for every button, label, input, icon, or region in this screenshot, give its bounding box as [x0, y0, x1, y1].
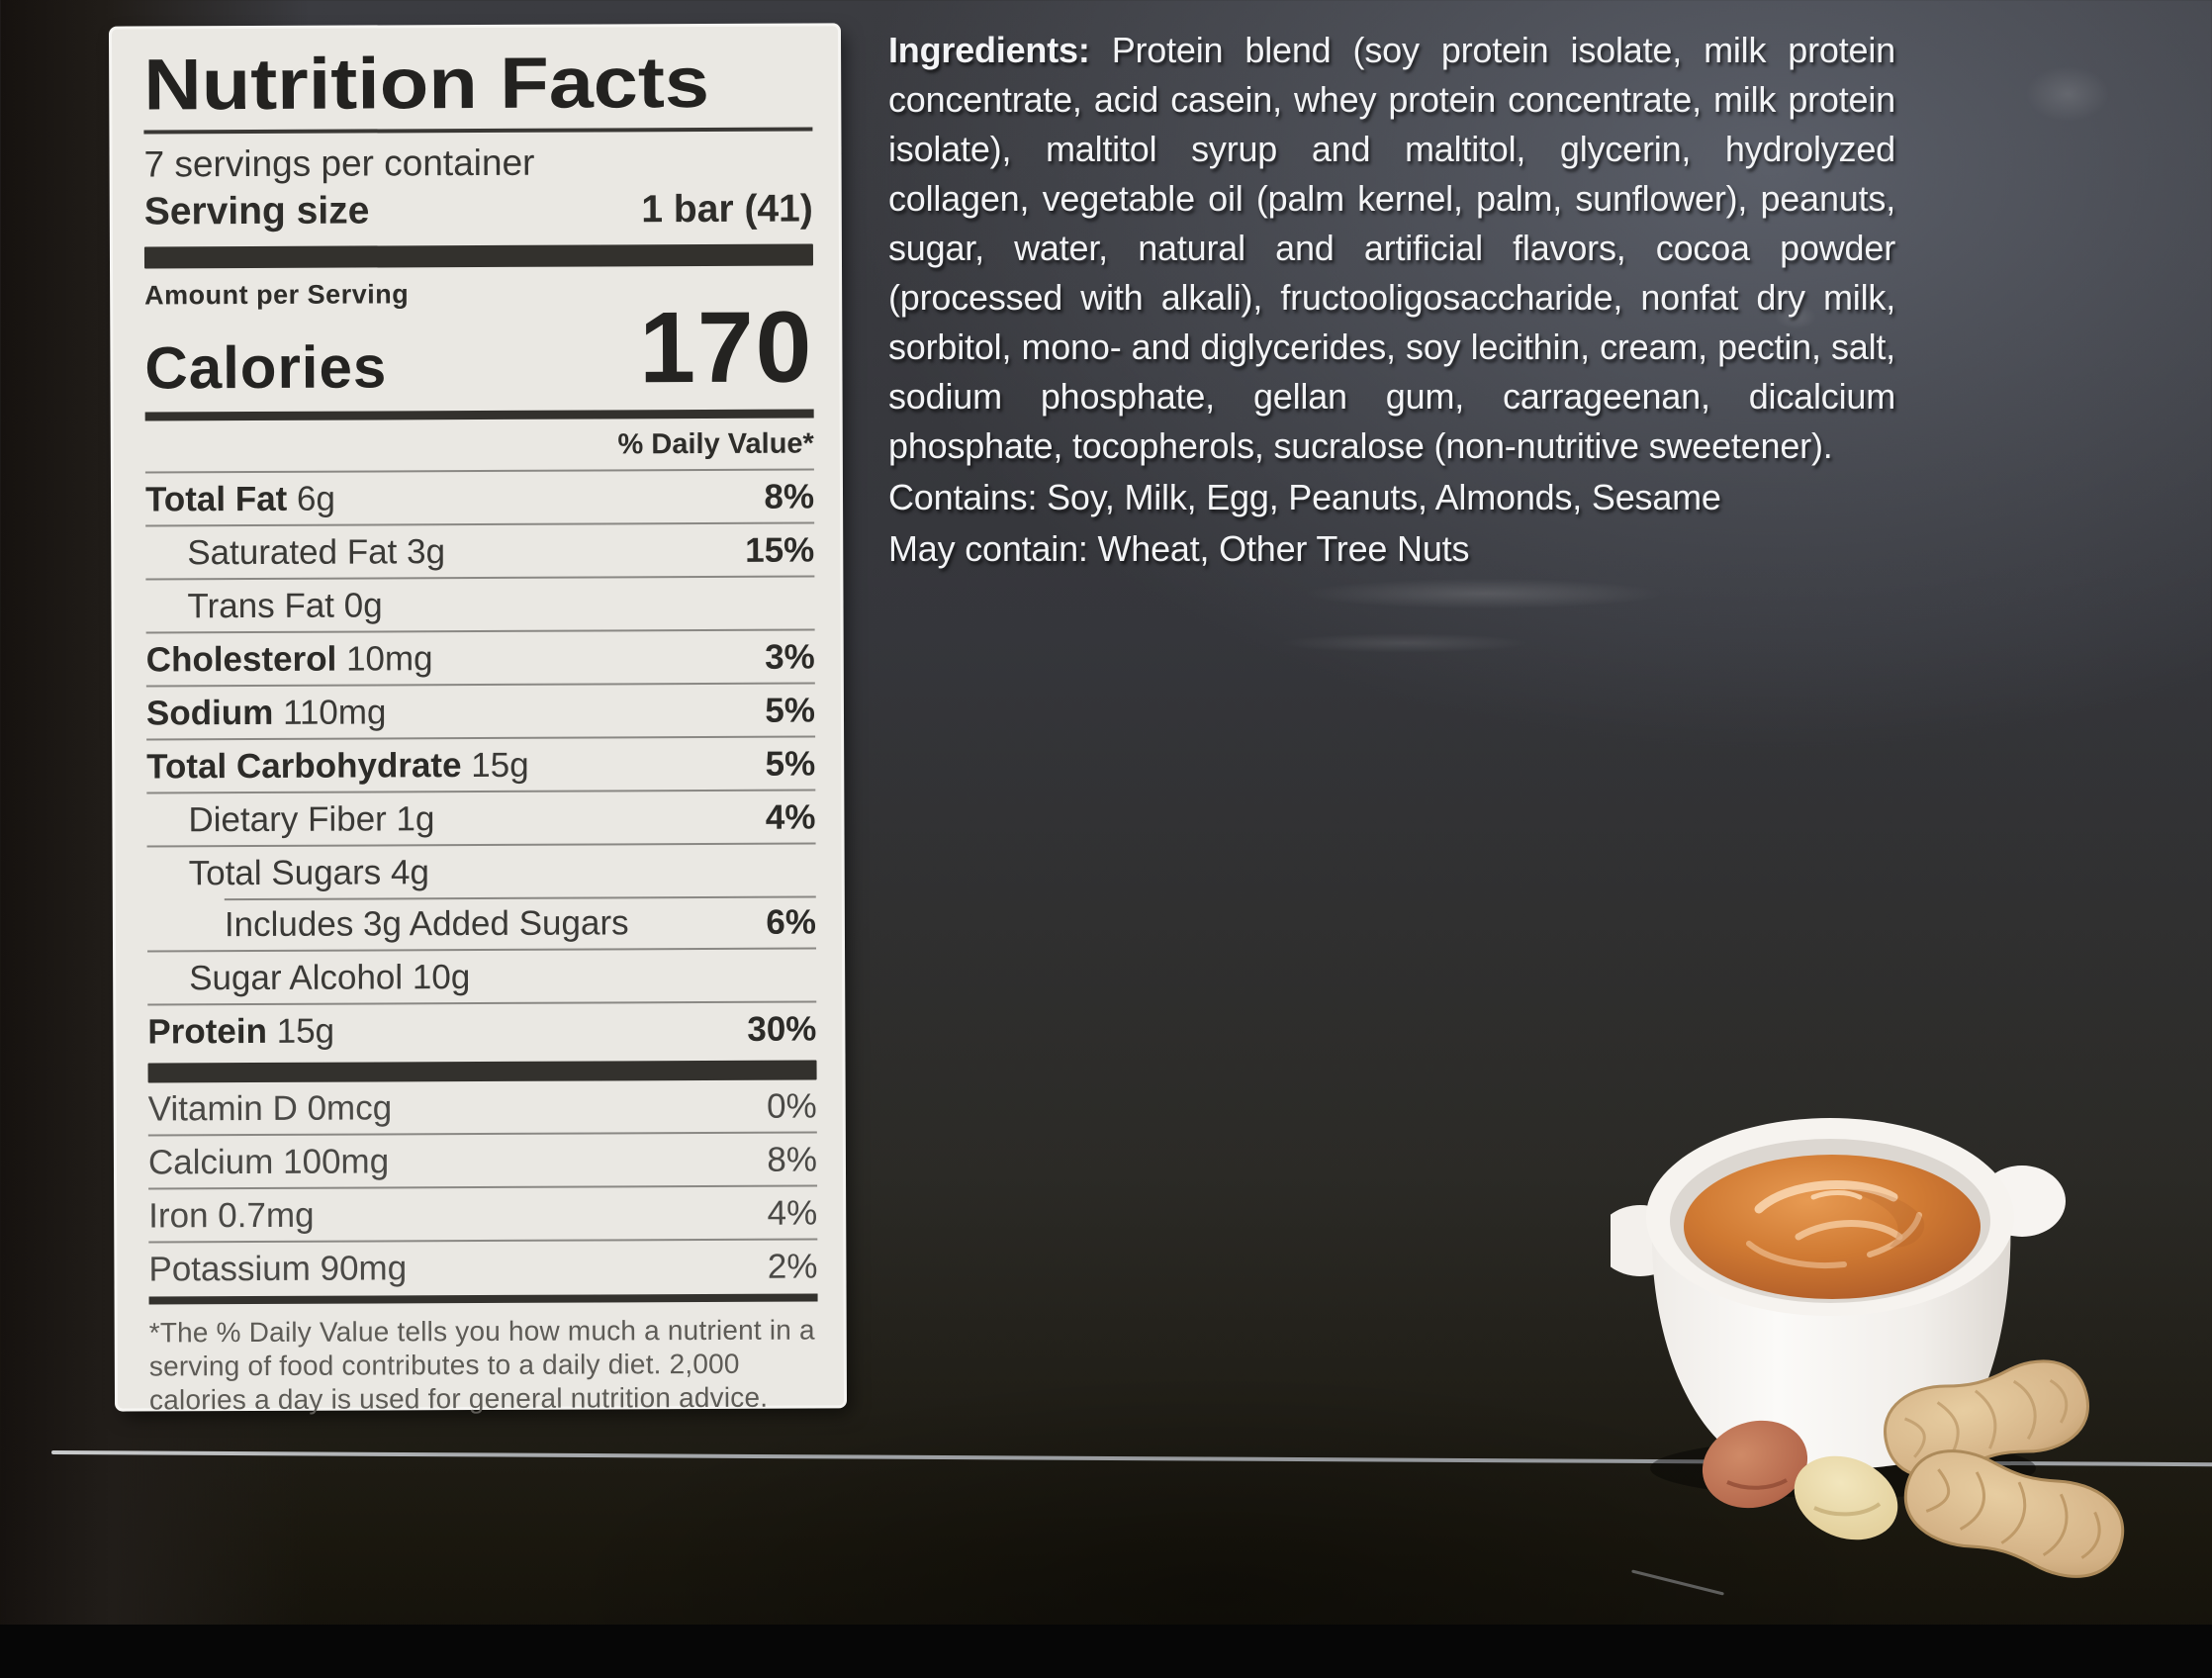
contains-statement: Contains: Soy, Milk, Egg, Peanuts, Almon…	[888, 477, 1721, 517]
nutrient-dv: 30%	[747, 1009, 817, 1049]
nutrient-amount: 0g	[343, 586, 383, 625]
nutrient-dv: 3%	[765, 637, 815, 677]
divider	[143, 127, 813, 135]
calories-value: 170	[638, 290, 814, 405]
nutrient-row-protein: Protein 15g 30%	[147, 1000, 817, 1058]
nutrient-row-calcium: Calcium 100mg 8%	[147, 1131, 818, 1188]
daily-value-footnote: *The % Daily Value tells you how much a …	[148, 1314, 815, 1416]
nutrient-name: Protein	[147, 1011, 268, 1052]
nutrient-row-cholesterol: Cholesterol 10mg 3%	[145, 628, 815, 686]
nutrient-amount: 3g	[406, 532, 446, 572]
nutrient-amount: 1g	[396, 799, 435, 839]
calories-label: Calories	[144, 333, 388, 402]
peanut-kernel-blanched-split	[1813, 1502, 1882, 1517]
nutrient-row-sugar-alcohol: Sugar Alcohol 10g	[147, 947, 817, 1004]
vitamin-section: Vitamin D 0mcg 0% Calcium 100mg 8% Iron …	[148, 1080, 818, 1295]
nutrient-dv: 8%	[767, 1140, 818, 1179]
caramel-swirl-shade	[1844, 1188, 1925, 1248]
nutrient-name: Total Fat	[144, 479, 288, 519]
nutrient-name: Calcium	[147, 1142, 274, 1182]
nutrient-dv: 5%	[765, 744, 816, 784]
nutrient-name: Vitamin D	[147, 1088, 298, 1129]
serving-size-label: Serving size	[143, 189, 370, 233]
nutrient-name: Sodium	[145, 693, 274, 733]
nutrient-dv: 0%	[767, 1086, 817, 1126]
nutrition-facts-panel: Nutrition Facts 7 servings per container…	[111, 26, 845, 1415]
nutrient-name: Total Sugars	[188, 853, 382, 893]
nutrient-amount: 100mg	[283, 1142, 390, 1181]
peanut-shell-icon	[1884, 1359, 2089, 1478]
nutrient-dv: 4%	[767, 1193, 818, 1233]
peanut-shell-icon	[1903, 1449, 2125, 1578]
nutrient-row-potassium: Potassium 90mg 2%	[148, 1238, 818, 1295]
nutrient-amount: 10mg	[345, 639, 433, 679]
nutrient-name: Dietary Fiber	[188, 799, 387, 840]
ingredients-text: Protein blend (soy protein isolate, milk…	[888, 30, 1895, 466]
nutrient-name: Total Carbohydrate	[146, 746, 462, 787]
daily-value-header: % Daily Value*	[617, 427, 814, 461]
ingredients-block: Ingredients: Protein blend (soy protein …	[888, 26, 1895, 574]
ingredients-paragraph: Ingredients: Protein blend (soy protein …	[888, 26, 1895, 471]
nutrient-amount: 15g	[471, 745, 529, 786]
nutrient-row-added-sugars: Includes 3g Added Sugars 6%	[147, 896, 816, 951]
package-bottom-edge	[0, 1625, 2212, 1678]
thick-divider	[143, 243, 814, 269]
nutrient-name: Cholesterol	[145, 639, 337, 680]
nutrient-row-vitamin-d: Vitamin D 0mcg 0%	[148, 1080, 817, 1135]
caramel-cup-photo	[1611, 1118, 2125, 1578]
nutrition-facts-title: Nutrition Facts	[143, 42, 710, 126]
nutrient-amount: 0.7mg	[218, 1195, 315, 1236]
ingredients-label: Ingredients:	[888, 30, 1090, 70]
peanut-kernel-red-icon	[1702, 1420, 1808, 1509]
servings-per-container: 7 servings per container	[143, 141, 535, 185]
nutrient-row-saturated-fat: Saturated Fat 3g 15%	[145, 521, 815, 579]
nutrition-facts-content: Nutrition Facts 7 servings per container…	[143, 43, 818, 1415]
nutrient-name: Potassium	[148, 1249, 311, 1289]
nutrient-dv: 4%	[765, 797, 816, 837]
nutrient-row-sodium: Sodium 110mg 5%	[145, 682, 816, 739]
nutrient-row-total-fat: Total Fat 6g 8%	[144, 468, 815, 525]
peanut-kernel-blanched-icon	[1794, 1455, 1898, 1540]
nutrient-name: Sugar Alcohol	[189, 958, 404, 998]
nutrient-dv: 5%	[765, 691, 816, 730]
nutrient-amount: 15g	[276, 1011, 335, 1051]
nutrient-amount: 10g	[412, 958, 471, 997]
nutrient-row-trans-fat: Trans Fat 0g	[145, 575, 815, 632]
nutrient-amount: 6g	[296, 479, 336, 518]
peanut-kernel-red-split	[1726, 1478, 1788, 1490]
nutrient-row-dietary-fiber: Dietary Fiber 1g 4%	[146, 789, 816, 846]
nutrient-name: Includes 3g Added Sugars	[224, 903, 629, 945]
nutrient-row-iron: Iron 0.7mg 4%	[148, 1184, 818, 1242]
nutrient-dv: 8%	[764, 477, 815, 516]
calories-row: Calories 170	[144, 291, 813, 405]
nutrient-name: Iron	[148, 1196, 209, 1236]
may-contain-statement: May contain: Wheat, Other Tree Nuts	[888, 528, 1470, 569]
nutrient-row-total-sugars: Total Sugars 4g	[146, 842, 816, 899]
nutrient-dv: 15%	[745, 530, 815, 570]
caramel-swirl-highlights	[1746, 1180, 1922, 1269]
nutrient-amount: 0mcg	[307, 1088, 393, 1128]
nutrient-dv: 6%	[766, 902, 816, 942]
serving-size-row: Serving size 1 bar (41)	[144, 185, 813, 237]
nutrient-amount: 90mg	[320, 1249, 408, 1288]
nutrient-name: Trans Fat	[187, 586, 335, 626]
nutrient-amount: 4g	[390, 853, 430, 892]
nutrient-name: Saturated Fat	[187, 532, 398, 573]
nutrient-row-total-carbohydrate: Total Carbohydrate 15g 5%	[146, 735, 816, 792]
medium-divider	[148, 1293, 818, 1305]
nutrient-dv: 2%	[767, 1247, 818, 1286]
serving-size-value: 1 bar (41)	[641, 187, 813, 232]
nutrient-amount: 110mg	[282, 693, 387, 732]
